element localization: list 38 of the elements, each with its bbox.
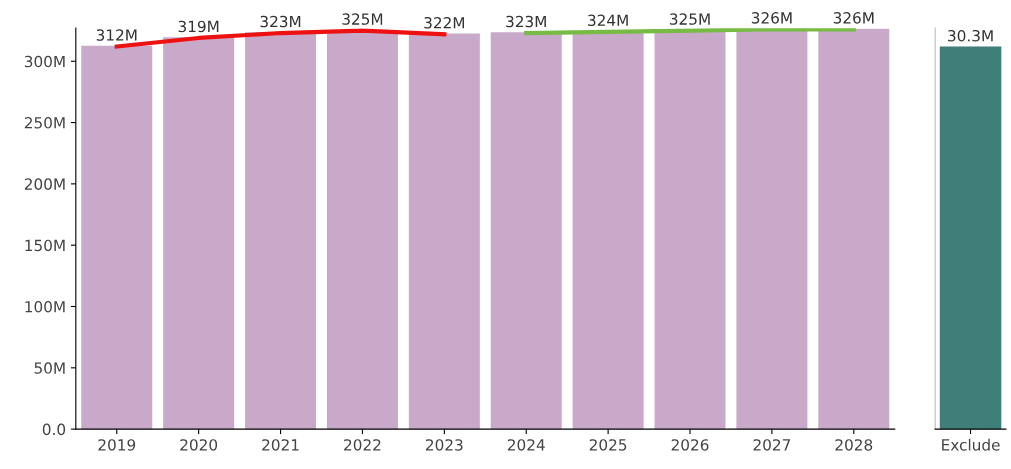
data-label: 319M (178, 20, 219, 33)
bar (245, 32, 317, 430)
bar (490, 32, 562, 430)
x-tick-label: 2022 (344, 439, 381, 451)
data-label: 312M (96, 29, 137, 41)
data-label: 325M (670, 13, 710, 25)
bar (81, 45, 153, 430)
x-tick-label: 2025 (589, 439, 627, 451)
data-label: 325M (342, 13, 383, 25)
y-tick-label: 250M (24, 117, 65, 129)
bar (408, 33, 480, 430)
bar (736, 28, 808, 430)
x-tick-label: 2021 (262, 439, 299, 451)
bar (818, 28, 890, 430)
y-tick-label: 150M (25, 239, 65, 252)
category-label: Exclude (942, 438, 1000, 451)
bar (572, 31, 644, 430)
data-label: 323M (506, 15, 546, 28)
x-tick-label: 2019 (98, 439, 136, 451)
y-tick-label: 300M (24, 55, 65, 68)
x-tick-label: 2026 (671, 439, 709, 451)
data-label: 324M (588, 14, 628, 27)
x-tick-label: 2020 (180, 439, 218, 451)
y-tick-label: 200M (24, 178, 65, 190)
y-tick-label: 0.0 (42, 423, 66, 436)
bar (163, 37, 235, 430)
x-tick-label: 2027 (753, 439, 791, 451)
data-label: 322M (424, 16, 465, 29)
x-tick-label: 2023 (426, 439, 463, 451)
bar (654, 29, 726, 430)
data-label: 323M (260, 15, 301, 28)
data-label: 30.3M (948, 29, 993, 42)
y-tick-label: 100M (25, 300, 65, 313)
data-label: 326M (833, 12, 874, 24)
x-tick-label: 2028 (835, 439, 873, 451)
data-label: 326M (751, 12, 792, 24)
y-tick-label: 50M (34, 362, 65, 374)
x-tick-label: 2024 (507, 439, 545, 451)
